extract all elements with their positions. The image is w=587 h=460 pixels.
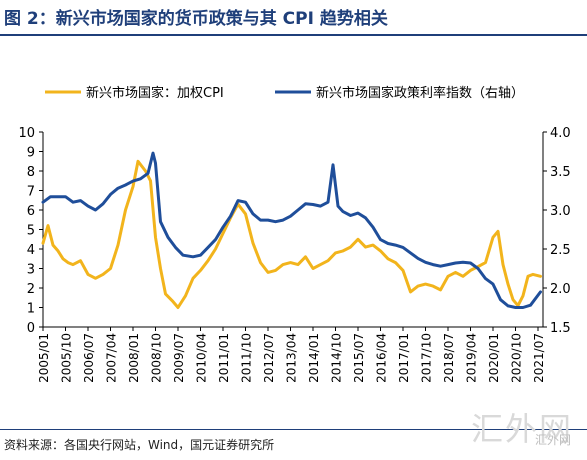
x-tick-label: 2017/01 bbox=[397, 333, 411, 383]
x-tick-label: 2009/07 bbox=[172, 333, 186, 383]
x-tick-label: 2005/01 bbox=[37, 333, 51, 383]
left-tick-label: 9 bbox=[27, 146, 35, 161]
x-tick-label: 2012/07 bbox=[262, 333, 276, 383]
right-tick-label: 2.5 bbox=[550, 243, 571, 258]
left-tick-label: 1 bbox=[27, 302, 35, 317]
x-tick-label: 2010/04 bbox=[195, 333, 209, 383]
footer-rule bbox=[0, 429, 587, 430]
left-tick-label: 3 bbox=[27, 263, 35, 278]
x-tick-label: 2019/04 bbox=[465, 333, 479, 383]
policy-rate-cpi-chart: 新兴市场国家：加权CPI 新兴市场国家政策利率指数（右轴） 0 1 2 3 4 5 6 7 8 9 1… bbox=[18, 85, 570, 383]
x-tick-label: 2014/10 bbox=[330, 333, 344, 383]
x-tick-label: 2014/01 bbox=[307, 333, 321, 383]
left-tick-label: 7 bbox=[27, 185, 35, 200]
series-lines bbox=[41, 151, 542, 309]
x-tick-label: 2018/07 bbox=[442, 333, 456, 383]
cpi-series-line bbox=[41, 159, 542, 309]
x-tick-label: 2007/04 bbox=[105, 333, 119, 383]
title-rule bbox=[0, 34, 587, 36]
legend-label: 新兴市场国家政策利率指数（右轴） bbox=[316, 85, 524, 101]
left-tick-label: 8 bbox=[27, 165, 35, 180]
right-tick-label: 3.0 bbox=[550, 204, 571, 219]
left-tick-label: 0 bbox=[27, 321, 35, 336]
x-tick-label: 2015/07 bbox=[352, 333, 366, 383]
left-tick-label: 4 bbox=[27, 243, 35, 258]
figure-title: 图 2：新兴市场国家的货币政策与其 CPI 趋势相关 bbox=[4, 9, 388, 29]
left-tick-label: 2 bbox=[27, 282, 35, 297]
source-note: 资料来源：各国央行网站，Wind，国元证券研究所 bbox=[4, 438, 275, 452]
left-tick-label: 10 bbox=[18, 126, 35, 141]
axes: 0 1 2 3 4 5 6 7 8 9 10 1.5 2.0 2.5 3.0 3.5 4.0 2005/01 200… bbox=[18, 126, 570, 383]
x-tick-label: 2021/07 bbox=[532, 333, 546, 383]
x-tick-label: 2016/04 bbox=[375, 333, 389, 383]
x-tick-label: 2006/07 bbox=[82, 333, 96, 383]
x-tick-label: 2017/10 bbox=[420, 333, 434, 383]
left-tick-label: 5 bbox=[27, 224, 35, 239]
x-tick-label: 2011/10 bbox=[240, 333, 254, 383]
x-tick-label: 2011/01 bbox=[217, 333, 231, 383]
right-tick-label: 1.5 bbox=[550, 321, 571, 336]
policy-rate-series-line bbox=[41, 151, 542, 309]
legend-label: 新兴市场国家：加权CPI bbox=[86, 85, 224, 101]
watermark-subtext: 汇外网 bbox=[534, 433, 571, 447]
right-tick-label: 3.5 bbox=[550, 165, 571, 180]
x-tick-label: 2020/01 bbox=[487, 333, 501, 383]
x-tick-label: 2005/10 bbox=[60, 333, 74, 383]
x-tick-label: 2008/01 bbox=[127, 333, 141, 383]
watermark-logo: 汇外网 bbox=[470, 410, 573, 448]
x-tick-label: 2008/10 bbox=[150, 333, 164, 383]
right-tick-label: 2.0 bbox=[550, 282, 571, 297]
legend: 新兴市场国家：加权CPI 新兴市场国家政策利率指数（右轴） bbox=[45, 85, 524, 101]
right-tick-label: 4.0 bbox=[550, 126, 571, 141]
x-tick-label: 2020/10 bbox=[510, 333, 524, 383]
x-tick-label: 2013/04 bbox=[285, 333, 299, 383]
left-tick-label: 6 bbox=[27, 204, 35, 219]
